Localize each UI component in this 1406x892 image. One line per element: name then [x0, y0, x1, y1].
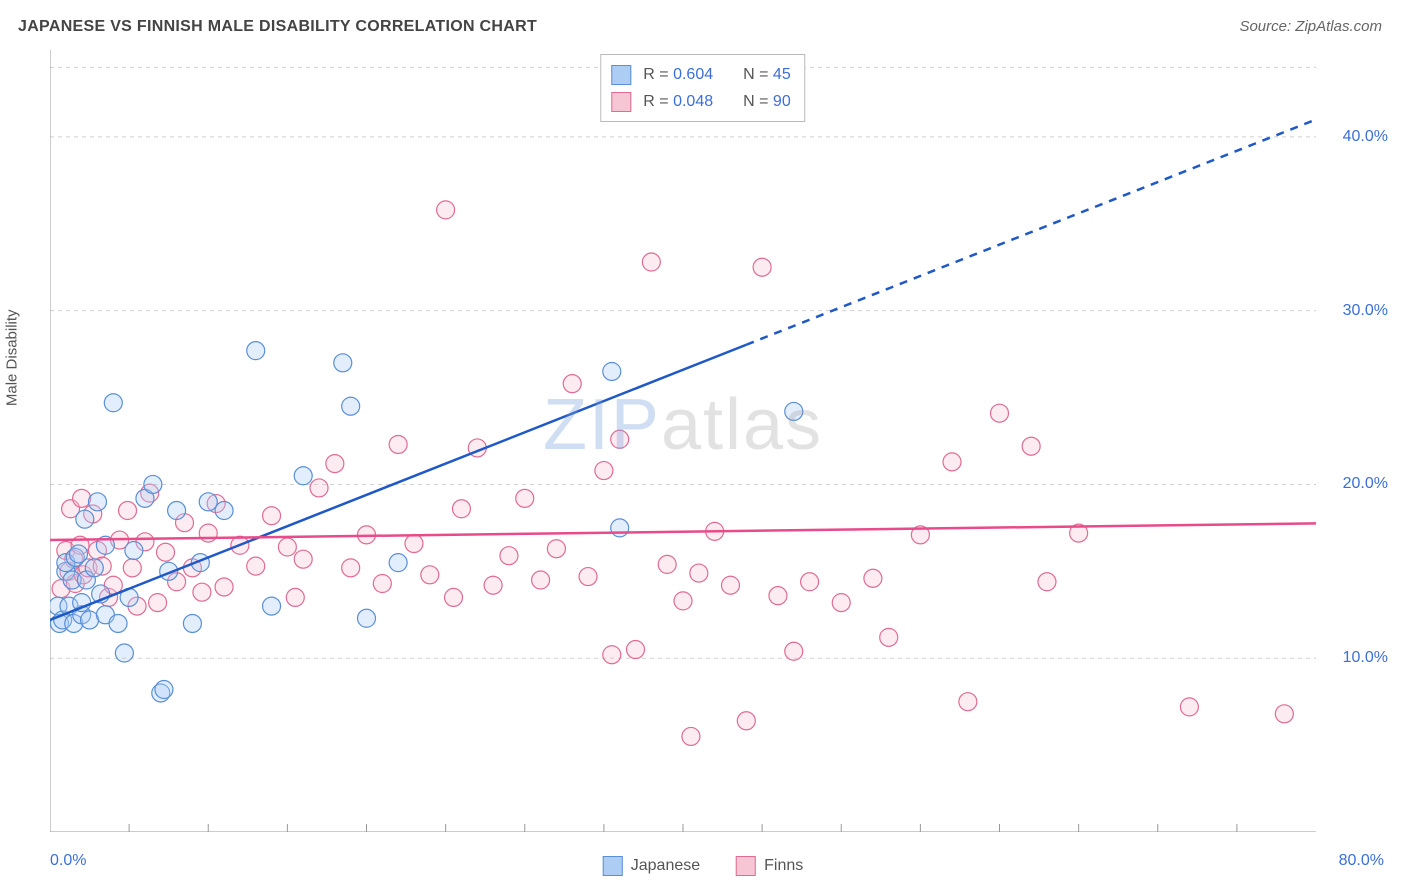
- y-tick-label: 40.0%: [1343, 128, 1388, 146]
- plot-area: ZIPatlas: [50, 50, 1316, 832]
- swatch-japanese: [611, 65, 631, 85]
- stats-row-japanese: R = 0.604 N = 45: [611, 61, 790, 88]
- x-tick-max: 80.0%: [1339, 852, 1384, 870]
- legend-item-japanese: Japanese: [603, 856, 700, 876]
- stats-legend: R = 0.604 N = 45 R = 0.048 N = 90: [600, 54, 805, 122]
- y-tick-label: 20.0%: [1343, 475, 1388, 493]
- legend-item-finns: Finns: [736, 856, 803, 876]
- plot-svg: [50, 50, 1316, 832]
- y-tick-label: 10.0%: [1343, 649, 1388, 667]
- stats-row-finns: R = 0.048 N = 90: [611, 88, 790, 115]
- source-label: Source: ZipAtlas.com: [1239, 18, 1382, 35]
- swatch-finns-icon: [736, 856, 756, 876]
- swatch-japanese-icon: [603, 856, 623, 876]
- chart-title: JAPANESE VS FINNISH MALE DISABILITY CORR…: [18, 18, 537, 36]
- swatch-finns: [611, 92, 631, 112]
- y-axis-label: Male Disability: [4, 309, 21, 406]
- x-tick-min: 0.0%: [50, 852, 86, 870]
- chart-container: JAPANESE VS FINNISH MALE DISABILITY CORR…: [0, 0, 1406, 892]
- y-tick-label: 30.0%: [1343, 302, 1388, 320]
- bottom-legend: Japanese Finns: [603, 856, 804, 876]
